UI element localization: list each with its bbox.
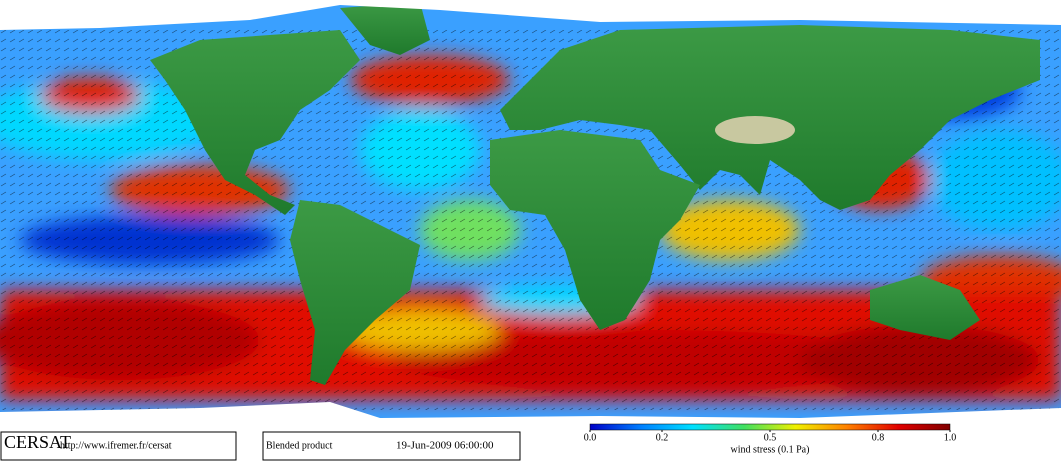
url: http://www.ifremer.fr/cersat [60,440,172,451]
ice [0,0,1061,430]
colorbar-tick-label: 1.0 [944,432,957,443]
date: 19-Jun-2009 06:00:00 [396,440,494,452]
colorbar-tick-label: 0.0 [584,432,597,443]
colorbar-label: wind stress (0.1 Pa) [731,444,810,455]
colorbar-tick-label: 0.8 [872,432,885,443]
colorbar-tick-label: 0.5 [764,432,777,443]
land [150,2,1040,385]
logo-box [0,431,237,461]
colorbar-scale [589,423,951,431]
colorbar-tick-label: 0.2 [656,432,669,443]
product: Blended product [266,440,333,451]
product-box [262,431,521,461]
footer-background [0,430,1061,462]
logo: CERSAT [4,432,71,452]
colorbar: 0.0 0.2 0.5 0.8 1.0 [584,423,957,443]
